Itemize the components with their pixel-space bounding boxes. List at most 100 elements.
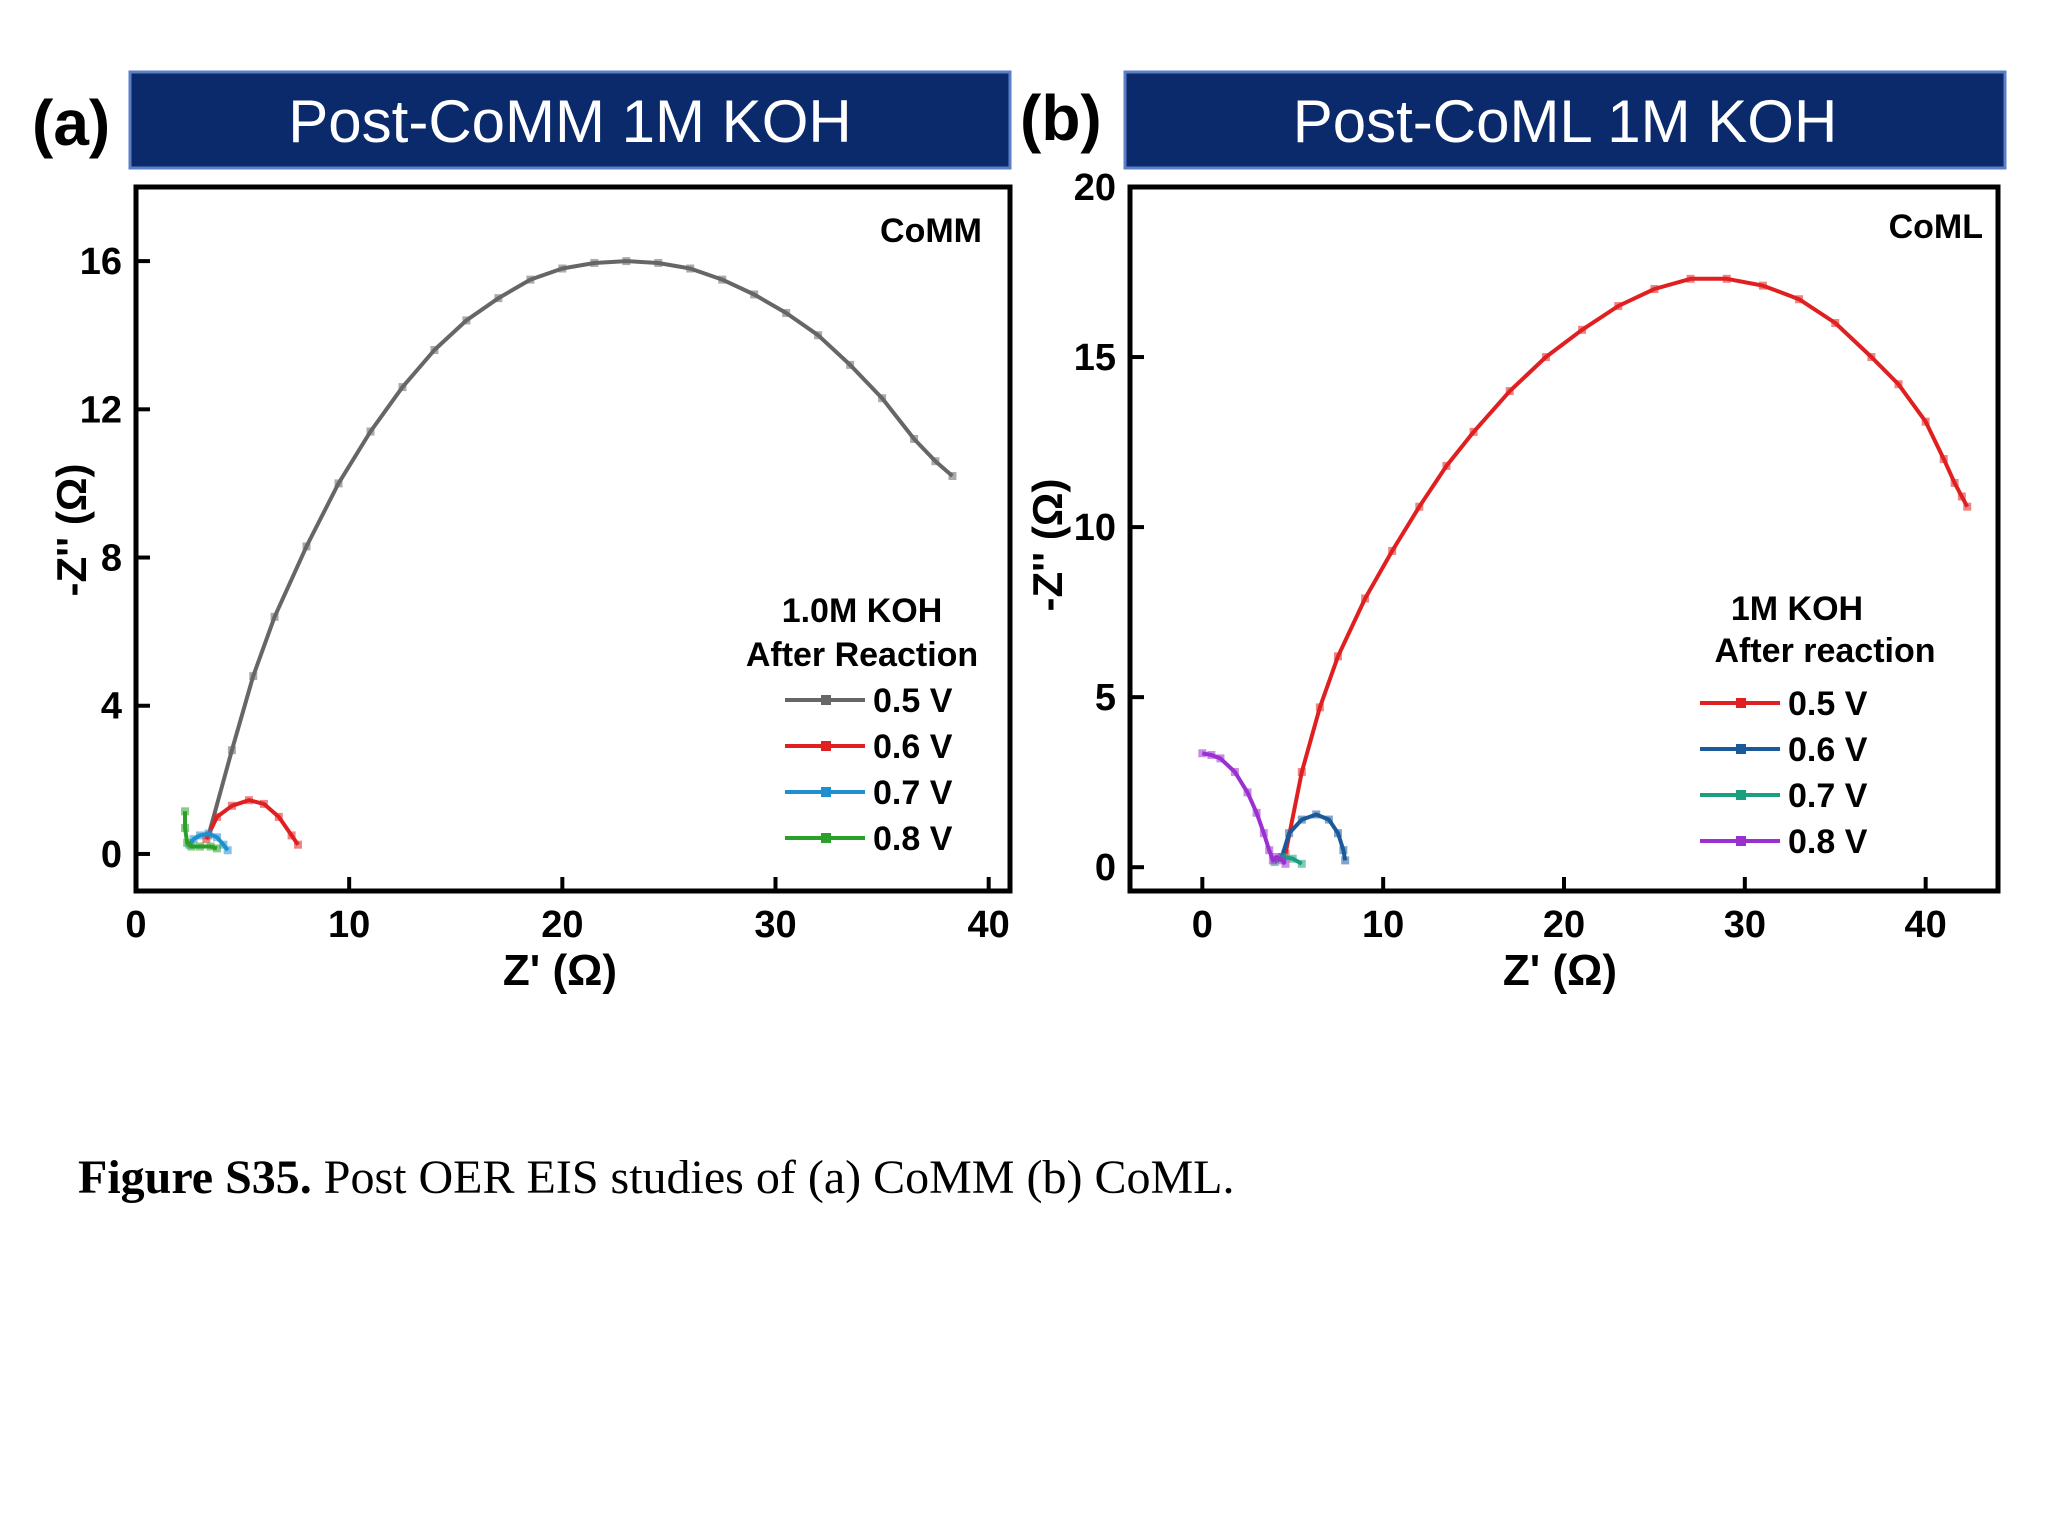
x-tick-label: 10 bbox=[328, 904, 370, 946]
data-point bbox=[1272, 852, 1281, 861]
data-point bbox=[948, 472, 957, 481]
data-point bbox=[654, 258, 663, 267]
data-point bbox=[1297, 767, 1306, 776]
data-point bbox=[270, 612, 279, 621]
panel-a-xlabel: Z' (Ω) bbox=[503, 946, 617, 995]
data-point bbox=[294, 840, 303, 849]
data-point bbox=[1297, 859, 1306, 868]
data-point bbox=[1265, 846, 1274, 855]
data-point bbox=[462, 316, 471, 325]
panel-a: (a) Post-CoMM 1M KOH CoMM Z' (Ω) -Z'' (Ω… bbox=[32, 70, 1013, 995]
panel-b-banner bbox=[1123, 70, 2007, 170]
data-point bbox=[1957, 492, 1966, 501]
y-tick-label: 16 bbox=[80, 241, 122, 283]
data-point bbox=[1867, 353, 1876, 362]
y-tick-label: 10 bbox=[1074, 507, 1116, 549]
legend-label: 0.6 V bbox=[1788, 731, 1868, 769]
data-point bbox=[782, 308, 791, 317]
data-point bbox=[1281, 859, 1290, 868]
data-point bbox=[213, 844, 222, 853]
data-point bbox=[814, 331, 823, 340]
data-point bbox=[1324, 815, 1333, 824]
data-point bbox=[202, 835, 211, 844]
panel-b-label: (b) bbox=[1020, 82, 1102, 154]
data-point bbox=[686, 264, 695, 273]
data-point bbox=[1614, 302, 1623, 311]
data-point bbox=[1388, 546, 1397, 555]
data-point bbox=[1252, 808, 1261, 817]
legend-marker bbox=[1736, 698, 1746, 708]
panel-b-legend-title-2: After reaction bbox=[1714, 632, 1935, 670]
data-point bbox=[1921, 417, 1930, 426]
data-point bbox=[1339, 846, 1348, 855]
legend-label: 0.5 V bbox=[873, 682, 953, 720]
panel-a-banner bbox=[128, 70, 1012, 170]
y-tick-label: 20 bbox=[1074, 167, 1116, 209]
legend-label: 0.6 V bbox=[873, 728, 953, 766]
y-tick-label: 8 bbox=[101, 538, 122, 580]
y-tick-label: 0 bbox=[101, 834, 122, 876]
legend-label: 0.8 V bbox=[1788, 823, 1868, 861]
data-point bbox=[1469, 427, 1478, 436]
panel-b: (b) Post-CoML 1M KOH CoML Z' (Ω) -Z'' (Ω… bbox=[1020, 70, 2007, 995]
panel-b-legend-title-1: 1M KOH bbox=[1731, 590, 1863, 628]
legend-label: 0.7 V bbox=[873, 774, 953, 812]
data-point bbox=[1230, 767, 1239, 776]
y-tick-label: 4 bbox=[101, 686, 122, 728]
data-point bbox=[189, 835, 198, 844]
data-point bbox=[1341, 856, 1350, 865]
data-point bbox=[181, 824, 190, 833]
data-point bbox=[195, 831, 204, 840]
data-point bbox=[1198, 749, 1207, 758]
panel-a-plot: 0 10 20 30 40 0 4 8 12 16 0.5 V 0.6 V 0.7 V 0.8 V bbox=[80, 184, 1013, 946]
legend-marker bbox=[821, 695, 831, 705]
data-point bbox=[204, 829, 213, 838]
data-point bbox=[910, 434, 919, 443]
data-point bbox=[1722, 274, 1731, 283]
data-point bbox=[1894, 380, 1903, 389]
data-point bbox=[287, 831, 296, 840]
x-tick-label: 0 bbox=[125, 904, 146, 946]
data-point bbox=[558, 264, 567, 273]
series-line-0-5V bbox=[1283, 276, 1970, 854]
x-tick-label: 30 bbox=[1724, 904, 1766, 946]
panel-a-legend-title-1: 1.0M KOH bbox=[782, 592, 943, 630]
data-point bbox=[1650, 285, 1659, 294]
data-point bbox=[302, 542, 311, 551]
y-tick-label: 15 bbox=[1074, 337, 1116, 379]
data-point bbox=[1963, 502, 1972, 511]
data-point bbox=[1686, 274, 1695, 283]
data-point bbox=[227, 746, 236, 755]
data-point bbox=[398, 383, 407, 392]
data-point bbox=[1361, 594, 1370, 603]
data-point bbox=[1831, 319, 1840, 328]
y-tick-label: 12 bbox=[80, 389, 122, 431]
data-point bbox=[1243, 788, 1252, 797]
data-point bbox=[750, 290, 759, 299]
y-tick-label: 0 bbox=[1095, 847, 1116, 889]
panel-b-ylabel: -Z'' (Ω) bbox=[1024, 479, 1071, 612]
data-point bbox=[878, 394, 887, 403]
legend-label: 0.7 V bbox=[1788, 777, 1868, 815]
data-point bbox=[213, 812, 222, 821]
data-point bbox=[430, 346, 439, 355]
plot-frame bbox=[133, 184, 1013, 894]
data-point bbox=[1442, 461, 1451, 470]
panel-b-banner-text: Post-CoML 1M KOH bbox=[1293, 88, 1838, 155]
data-point bbox=[1333, 829, 1342, 838]
panel-a-legend-title-2: After Reaction bbox=[746, 636, 978, 674]
legend-marker bbox=[1736, 790, 1746, 800]
data-point bbox=[718, 275, 727, 284]
x-tick-label: 0 bbox=[1192, 904, 1213, 946]
data-point bbox=[249, 672, 258, 681]
x-tick-label: 20 bbox=[1543, 904, 1585, 946]
data-point bbox=[1259, 829, 1268, 838]
figure-caption: Figure S35. Post OER EIS studies of (a) … bbox=[78, 1150, 1234, 1205]
data-point bbox=[219, 840, 228, 849]
data-point bbox=[244, 796, 253, 805]
panel-b-xlabel: Z' (Ω) bbox=[1503, 946, 1617, 995]
caption-text: Post OER EIS studies of (a) CoMM (b) CoM… bbox=[311, 1151, 1235, 1204]
data-point bbox=[223, 846, 232, 855]
legend-marker bbox=[821, 833, 831, 843]
